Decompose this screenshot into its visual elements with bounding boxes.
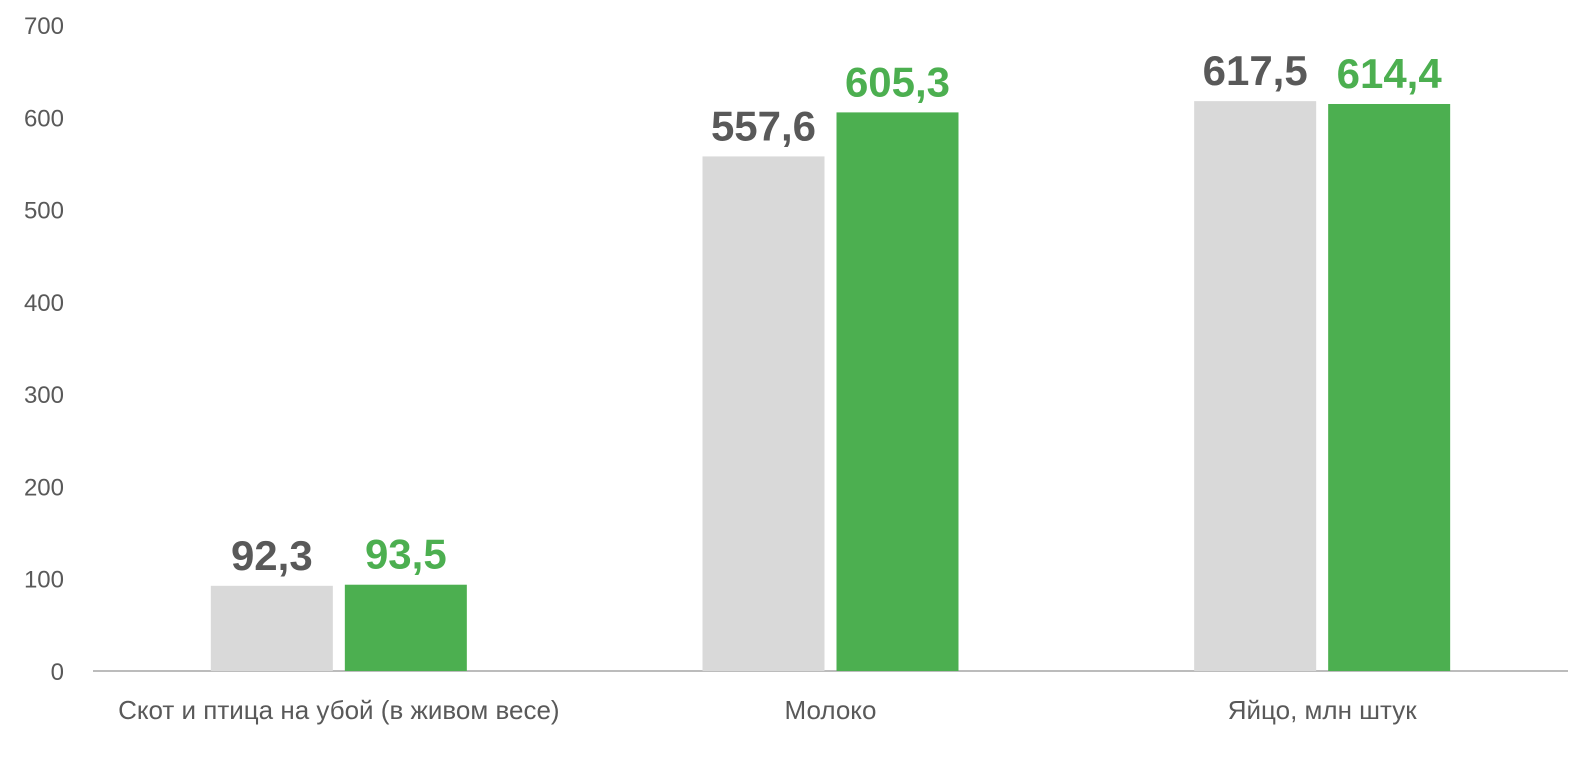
x-tick-label: Скот и птица на убой (в живом весе) xyxy=(118,695,560,725)
y-tick-label: 300 xyxy=(24,382,64,409)
value-label: 614,4 xyxy=(1337,50,1443,97)
bar xyxy=(702,156,825,671)
bar xyxy=(210,585,333,671)
value-label: 557,6 xyxy=(711,102,816,149)
value-label: 617,5 xyxy=(1203,47,1308,94)
bar xyxy=(1194,101,1317,671)
bar xyxy=(1328,103,1451,671)
y-tick-label: 200 xyxy=(24,474,64,501)
y-tick-label: 700 xyxy=(24,13,64,40)
value-label: 92,3 xyxy=(231,532,313,579)
value-label: 605,3 xyxy=(845,58,950,105)
y-tick-label: 500 xyxy=(24,198,64,225)
y-tick-label: 100 xyxy=(24,567,64,594)
y-tick-label: 400 xyxy=(24,290,64,317)
x-tick-label: Яйцо, млн штук xyxy=(1227,695,1417,725)
bar xyxy=(344,584,467,671)
x-tick-label: Молоко xyxy=(784,695,877,725)
bar xyxy=(836,112,959,671)
y-tick-label: 600 xyxy=(24,105,64,132)
value-label: 93,5 xyxy=(365,531,447,578)
y-tick-label: 0 xyxy=(51,659,64,686)
